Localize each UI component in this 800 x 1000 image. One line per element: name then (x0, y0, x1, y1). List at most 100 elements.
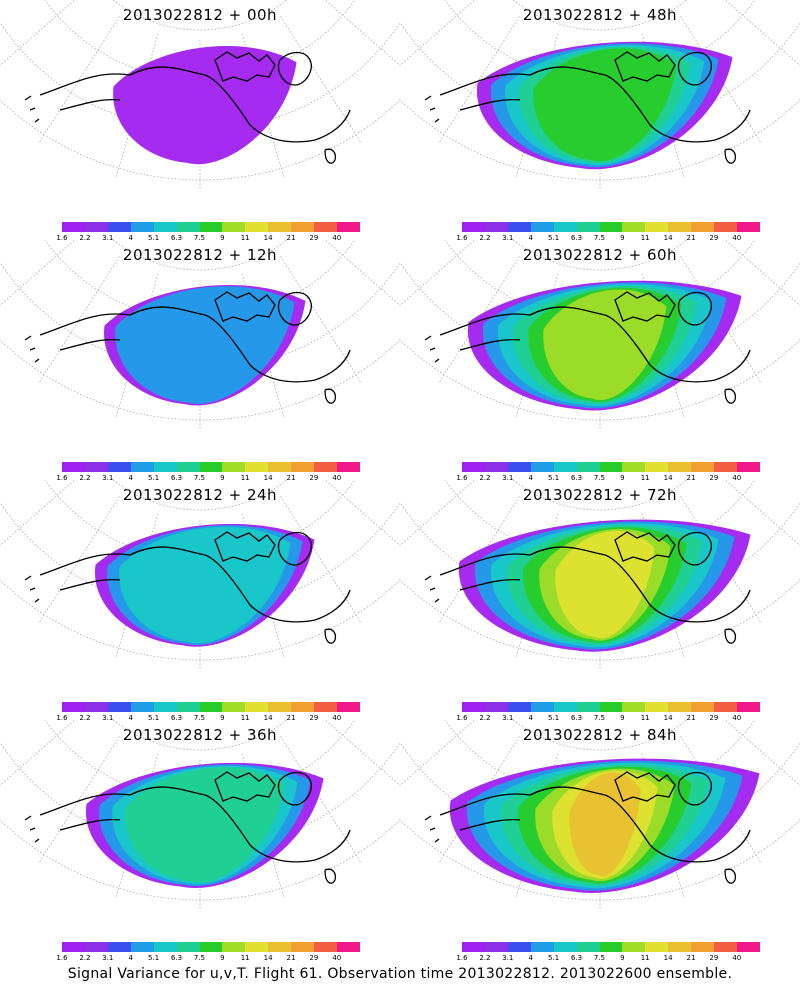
scale-labels: 1.6 2.2 3.1 4 5.1 6.3 7.5 9 11 14 21 29 40 (44, 474, 374, 484)
panel-title: 2013022812 + 00h (122, 6, 278, 24)
scale-label: 7.5 (593, 954, 605, 962)
scale-label: 5.1 (548, 954, 560, 962)
scale-label: 40 (732, 954, 742, 962)
scale-swatch (622, 222, 646, 232)
coastline (24, 531, 351, 644)
scale-label: 6.3 (170, 954, 183, 962)
scale-label: 21 (686, 714, 696, 722)
scale-label: 3.1 (502, 234, 514, 242)
scale-swatch (599, 462, 623, 472)
scale-label: 29 (309, 954, 319, 962)
scale-swatch (714, 462, 738, 472)
variance-field (476, 41, 733, 170)
scale-swatch (176, 462, 200, 472)
scale-label: 40 (732, 474, 742, 482)
scale-swatch (576, 942, 600, 952)
scale-swatch (337, 222, 360, 232)
polar-map (400, 0, 800, 190)
scale-swatch (507, 942, 531, 952)
scale-label: 9 (220, 714, 225, 722)
scale-swatch (337, 702, 360, 712)
scale-swatch (530, 942, 554, 952)
scale-label: 2.2 (479, 234, 491, 242)
scale-label: 40 (732, 234, 742, 242)
scale-swatch (484, 462, 508, 472)
scale-swatch (245, 222, 269, 232)
scale-label: 29 (309, 234, 319, 242)
scale-swatch (222, 942, 246, 952)
scale-label: 40 (332, 714, 342, 722)
scale-labels: 1.6 2.2 3.1 4 5.1 6.3 7.5 9 11 14 21 29 40 (44, 714, 374, 724)
scale-label: 6.3 (570, 474, 583, 482)
scale-swatch (62, 462, 85, 472)
scale-label: 2.2 (479, 954, 491, 962)
scale-swatch (645, 942, 669, 952)
map-panel: 2013022812 + 36h 1.6 2.2 3.1 4 5.1 6.3 7.5 9 11 14… (0, 720, 400, 965)
scale-swatch (714, 222, 738, 232)
variance-field (449, 758, 760, 893)
scale-swatch (691, 942, 715, 952)
scale-swatch (576, 702, 600, 712)
scale-swatch (291, 462, 315, 472)
scale-label: 3.1 (502, 954, 514, 962)
scale-label: 14 (263, 954, 273, 962)
scale-swatch (484, 942, 508, 952)
scale-label: 29 (309, 714, 319, 722)
scale-swatch (153, 942, 177, 952)
scale-swatch (622, 462, 646, 472)
scale-label: 4 (528, 234, 533, 242)
panel-title: 2013022812 + 60h (522, 246, 678, 264)
scale-swatch (737, 462, 760, 472)
scale-labels: 1.6 2.2 3.1 4 5.1 6.3 7.5 9 11 14 21 29 40 (444, 714, 774, 724)
coastline (24, 771, 351, 884)
scale-swatch (314, 222, 338, 232)
scale-swatch (691, 702, 715, 712)
scale-label: 1.6 (456, 234, 468, 242)
scale-swatch (553, 702, 577, 712)
scale-swatch (553, 222, 577, 232)
scale-swatch (199, 462, 223, 472)
scale-label: 3.1 (102, 234, 114, 242)
scale-labels: 1.6 2.2 3.1 4 5.1 6.3 7.5 9 11 14 21 29 40 (44, 954, 374, 964)
scale-label: 40 (332, 954, 342, 962)
color-scale (462, 702, 760, 712)
map-panel: 2013022812 + 24h 1.6 2.2 3.1 4 5.1 6.3 7.5 9 11 14… (0, 480, 400, 725)
scale-swatch (268, 222, 292, 232)
scale-swatch (462, 462, 485, 472)
scale-swatch (553, 942, 577, 952)
scale-swatch (599, 222, 623, 232)
scale-label: 40 (332, 234, 342, 242)
scale-label: 2.2 (479, 474, 491, 482)
scale-label: 11 (640, 714, 650, 722)
scale-label: 21 (686, 954, 696, 962)
panel-title: 2013022812 + 48h (522, 6, 678, 24)
scale-label: 40 (332, 474, 342, 482)
polar-map (0, 720, 400, 910)
scale-swatch (62, 942, 85, 952)
scale-swatch (314, 702, 338, 712)
scale-swatch (691, 462, 715, 472)
coastline (424, 51, 751, 164)
variance-field (94, 523, 315, 647)
scale-label: 11 (640, 474, 650, 482)
scale-swatch (107, 942, 131, 952)
scale-swatch (645, 702, 669, 712)
scale-swatch (507, 702, 531, 712)
scale-swatch (84, 222, 108, 232)
scale-swatch (222, 702, 246, 712)
scale-swatch (84, 702, 108, 712)
scale-swatch (153, 222, 177, 232)
scale-swatch (668, 942, 692, 952)
scale-swatch (462, 702, 485, 712)
scale-label: 11 (240, 234, 250, 242)
scale-swatch (199, 942, 223, 952)
scale-swatch (130, 702, 154, 712)
variance-field (458, 519, 751, 652)
panel-title: 2013022812 + 36h (122, 726, 278, 744)
scale-label: 5.1 (548, 234, 560, 242)
scale-swatch (714, 942, 738, 952)
variance-field (85, 762, 324, 888)
scale-label: 9 (220, 474, 225, 482)
scale-swatch (245, 462, 269, 472)
scale-swatch (507, 462, 531, 472)
